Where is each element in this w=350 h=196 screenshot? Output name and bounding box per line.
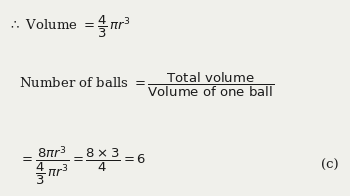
Text: Number of balls $= \dfrac{\mathrm{Total\ volume}}{\mathrm{Volume\ of\ one\ ball}: Number of balls $= \dfrac{\mathrm{Total\… (19, 70, 274, 99)
Text: $= \dfrac{8\pi r^3}{\dfrac{4}{3}\,\pi r^3} = \dfrac{8\times 3}{4} = 6$: $= \dfrac{8\pi r^3}{\dfrac{4}{3}\,\pi r^… (19, 144, 146, 187)
Text: $\therefore$ Volume $= \dfrac{4}{3}\,\pi r^3$: $\therefore$ Volume $= \dfrac{4}{3}\,\pi… (8, 14, 131, 40)
Text: (c): (c) (321, 159, 338, 172)
